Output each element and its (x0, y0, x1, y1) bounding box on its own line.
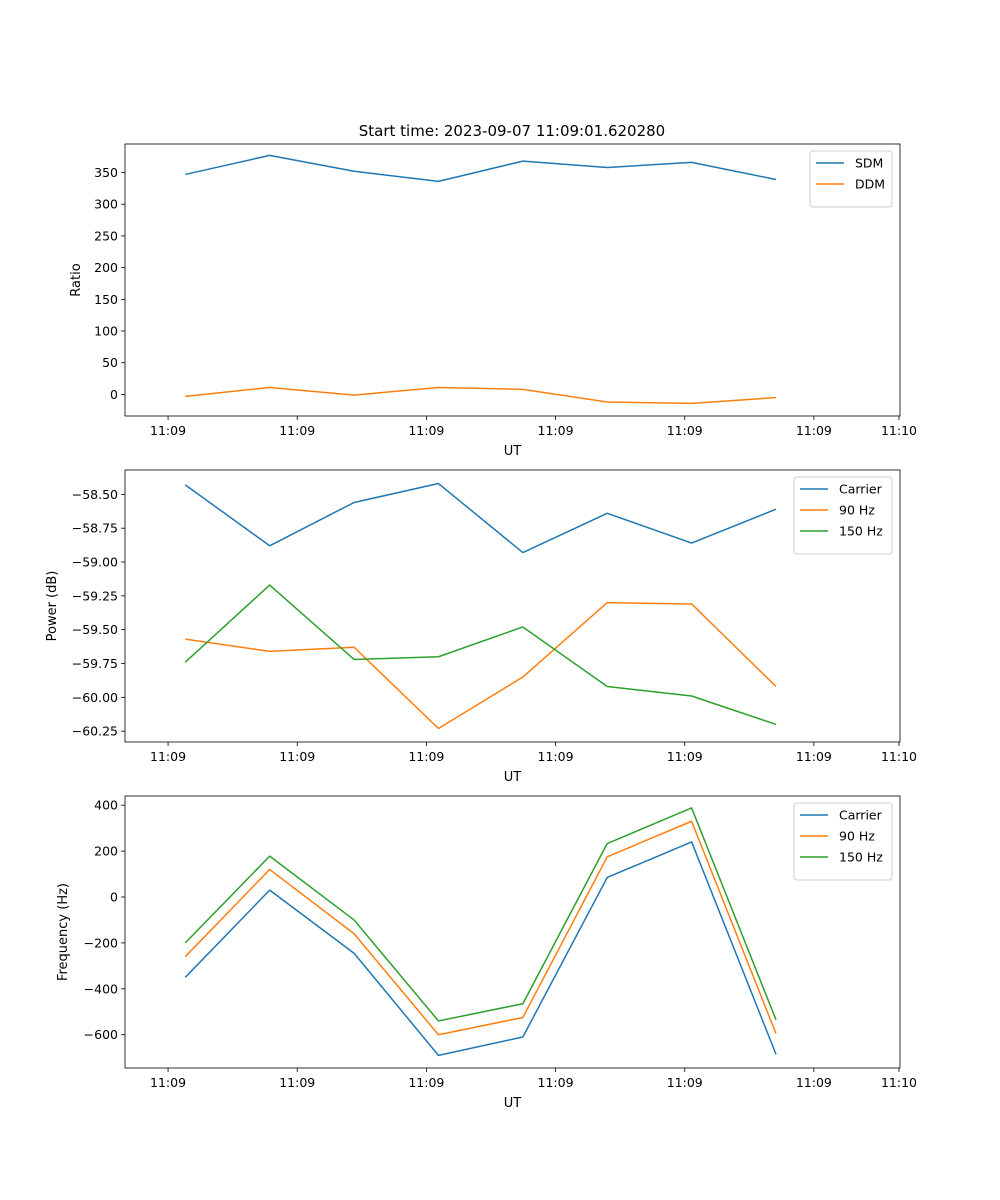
y-tick-label: −59.50 (72, 622, 118, 637)
x-tick-label: 11:10 (881, 423, 917, 438)
y-tick-label: −60.25 (72, 724, 118, 739)
x-axis-label: UT (504, 1096, 522, 1111)
y-axis-label: Ratio (69, 263, 84, 296)
x-tick-label: 11:09 (538, 749, 574, 764)
x-tick-label: 11:09 (150, 423, 186, 438)
legend-label: Carrier (839, 808, 883, 823)
legend-box (793, 476, 893, 555)
x-tick-label: 11:09 (538, 1075, 574, 1090)
legend-label: SDM (855, 156, 883, 171)
y-tick-label: 100 (94, 324, 118, 339)
x-axis-label: UT (504, 770, 522, 785)
y-tick-label: 200 (94, 260, 118, 275)
legend: Carrier 90 Hz 150 Hz (793, 802, 893, 881)
y-axis-label: Power (dB) (45, 571, 60, 642)
x-tick-label: 11:09 (279, 423, 315, 438)
x-tick-label: 11:09 (408, 749, 444, 764)
legend-label: 90 Hz (839, 829, 875, 844)
x-tick-label: 11:09 (150, 1075, 186, 1090)
y-tick-label: 250 (94, 228, 118, 243)
legend-label: 150 Hz (839, 524, 883, 539)
axes-frame (124, 469, 901, 743)
y-tick-label: −58.50 (72, 487, 118, 502)
y-tick-label: −59.75 (72, 656, 118, 671)
y-tick-label: 200 (94, 844, 118, 859)
y-tick-label: −59.00 (72, 555, 118, 570)
series-line-carrier (184, 482, 777, 554)
legend-box (793, 802, 893, 881)
series-line-150-hz (184, 584, 777, 726)
legend-label: 150 Hz (839, 850, 883, 865)
x-tick-label: 11:09 (538, 423, 574, 438)
y-tick-label: −200 (84, 935, 118, 950)
y-axis-label: Frequency (Hz) (56, 883, 71, 981)
x-tick-label: 11:10 (881, 749, 917, 764)
series-line-ddm (185, 386, 777, 405)
x-tick-label: 11:09 (667, 423, 703, 438)
x-tick-label: 11:09 (667, 749, 703, 764)
x-tick-label: 11:09 (796, 749, 832, 764)
legend: SDM DDM (809, 150, 893, 208)
x-axis-label: UT (504, 444, 522, 459)
y-tick-label: 0 (110, 889, 118, 904)
legend-label: 90 Hz (839, 503, 875, 518)
legend-box (809, 150, 893, 208)
subplot-2: 11:09 11:09 11:09 11:09 11:09 11:09 11:10 −60.2… (45, 469, 917, 785)
y-tick-label: −400 (84, 981, 118, 996)
x-tick-label: 11:10 (881, 1075, 917, 1090)
x-tick-label: 11:09 (667, 1075, 703, 1090)
x-tick-label: 11:09 (408, 423, 444, 438)
y-tick-label: 350 (94, 165, 118, 180)
series-line-90-hz (184, 820, 777, 1036)
x-tick-label: 11:09 (796, 1075, 832, 1090)
legend-label: Carrier (839, 482, 883, 497)
y-tick-label: −59.25 (72, 588, 118, 603)
x-tick-label: 11:09 (150, 749, 186, 764)
series-line-sdm (185, 154, 777, 183)
y-tick-label: −60.00 (72, 690, 118, 705)
axes-frame (124, 795, 901, 1069)
y-tick-label: 50 (102, 355, 118, 370)
subplot-1: 11:09 11:09 11:09 11:09 11:09 11:09 11:10 0 50 10… (69, 143, 917, 459)
x-tick-label: 11:09 (796, 423, 832, 438)
x-tick-label: 11:09 (279, 749, 315, 764)
series-line-carrier (184, 841, 777, 1057)
series-line-90-hz (185, 601, 777, 730)
y-tick-label: 150 (94, 292, 118, 307)
x-tick-label: 11:09 (408, 1075, 444, 1090)
figure-title: Start time: 2023-09-07 11:09:01.620280 (359, 122, 665, 140)
x-tick-label: 11:09 (279, 1075, 315, 1090)
subplot-3: 11:09 11:09 11:09 11:09 11:09 11:09 11:10 −600 −… (56, 795, 917, 1111)
y-tick-label: −600 (84, 1027, 118, 1042)
y-tick-label: 400 (94, 798, 118, 813)
legend: Carrier 90 Hz 150 Hz (793, 476, 893, 555)
y-tick-label: −58.75 (72, 521, 118, 536)
y-tick-label: 300 (94, 197, 118, 212)
series-line-150-hz (184, 807, 777, 1022)
legend-label: DDM (855, 177, 885, 192)
y-tick-label: 0 (110, 387, 118, 402)
axes-frame (124, 143, 901, 417)
